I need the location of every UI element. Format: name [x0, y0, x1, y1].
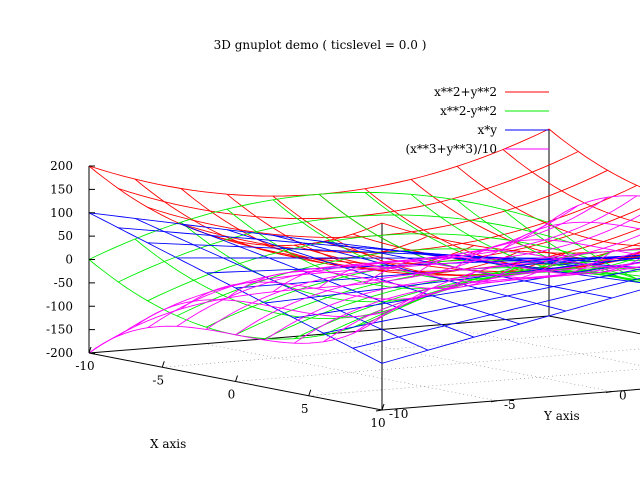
- surface-3-isoline-x-9: [352, 262, 640, 334]
- x-tick-label-2: 0: [228, 388, 236, 402]
- legend: x**2+y**2 x**2-y**2 x*y (x**3+y**3)/10: [405, 85, 549, 156]
- x-tick-label-0: -10: [75, 359, 94, 373]
- z-tick-label-2: -100: [46, 299, 73, 313]
- z-tick-label-7: 150: [50, 182, 73, 196]
- surface-3-isoline-x-6: [264, 250, 640, 341]
- grid-line-x-1: [162, 329, 623, 368]
- x-tick-mark-1: [161, 361, 165, 368]
- surface-2-isoline-x-10: [381, 289, 640, 364]
- x-tick-label-1: -5: [152, 373, 164, 387]
- base-back-right-edge: [548, 315, 640, 335]
- surface-0-isoline-y-0: [88, 165, 383, 247]
- surface-0-isoline-y-10: [548, 128, 640, 188]
- surface-2-isoline-x-0: [88, 212, 550, 270]
- x-tick-label-3: 5: [301, 402, 309, 416]
- surfaces: [88, 128, 640, 364]
- z-tick-label-0: -200: [46, 346, 73, 360]
- surface-3-isoline-x-2: [147, 196, 608, 329]
- grid-line-y-2: [318, 334, 613, 392]
- tick-labels: -200-150-100-50050100150200-10-50510-10-…: [46, 159, 627, 430]
- y-tick-mark-1: [490, 400, 498, 403]
- surface-1-isoline-x-0: [88, 191, 550, 260]
- legend-label-1: x**2-y**2: [440, 104, 497, 118]
- surface-2-isoline-y-9: [502, 254, 640, 265]
- surface-0-isoline-y-9: [502, 149, 640, 224]
- surface-3-isoline-x-0: [88, 222, 550, 354]
- surface-3-isoline-y-9: [502, 221, 640, 250]
- surface-3: [88, 195, 640, 354]
- x-tick-mark-3: [308, 389, 312, 396]
- surface-3-isoline-x-3: [176, 195, 638, 327]
- x-tick-mark-0: [88, 346, 92, 354]
- y-axis-label: Y axis: [543, 409, 580, 423]
- legend-label-3: (x**3+y**3)/10: [405, 142, 497, 156]
- surface-3-isoline-x-8: [323, 266, 640, 343]
- surface-0-isoline-x-2: [147, 169, 608, 238]
- grid-line-x-2: [235, 348, 640, 382]
- grid-line-x-3: [308, 368, 640, 397]
- surface-3-isoline-y-10: [548, 195, 640, 223]
- surface-2-isoline-x-1: [118, 227, 579, 267]
- chart-title: 3D gnuplot demo ( ticslevel = 0.0 ): [214, 38, 427, 52]
- surface-0: [88, 128, 640, 277]
- y-tick-label-1: -5: [504, 398, 516, 412]
- surface-3-isoline-x-4: [205, 214, 640, 330]
- surface-1-isoline-x-1: [118, 214, 579, 283]
- grid-line-y-1: [203, 343, 498, 402]
- y-tick-mark-2: [605, 391, 613, 393]
- y-tick-label-0: -10: [389, 407, 408, 421]
- z-tick-label-1: -150: [46, 323, 73, 337]
- surface-0-isoline-x-0: [88, 128, 550, 197]
- surface-0-isoline-x-1: [118, 151, 579, 220]
- z-tick-label-3: -50: [54, 276, 73, 290]
- z-tick-label-5: 50: [58, 229, 73, 243]
- x-tick-label-4: 10: [370, 416, 385, 430]
- z-tick-label-4: 0: [65, 253, 73, 267]
- z-tick-label-6: 100: [50, 206, 73, 220]
- y-tick-mark-0: [375, 409, 383, 412]
- x-tick-mark-4: [381, 403, 385, 411]
- surface-2-isoline-x-9: [352, 277, 640, 349]
- surface-3-isoline-x-5: [235, 234, 640, 336]
- surface-2-isoline-x-2: [147, 242, 608, 263]
- legend-label-0: x**2+y**2: [434, 85, 497, 99]
- surface-3-isoline-x-7: [293, 262, 640, 344]
- x-tick-mark-2: [235, 375, 238, 382]
- surface-3-isoline-x-10: [381, 248, 640, 317]
- y-tick-label-2: 0: [619, 389, 627, 403]
- x-axis-label: X axis: [150, 437, 186, 451]
- legend-label-2: x*y: [477, 123, 497, 137]
- surface-1-isoline-y-9: [502, 209, 640, 284]
- surface-2-isoline-x-7: [294, 261, 640, 319]
- surface-3-isoline-x-1: [118, 205, 579, 337]
- base-back-left-edge: [88, 315, 550, 354]
- surface-2: [88, 212, 640, 364]
- surface-2-isoline-x-8: [323, 268, 640, 334]
- z-tick-label-8: 200: [50, 159, 73, 173]
